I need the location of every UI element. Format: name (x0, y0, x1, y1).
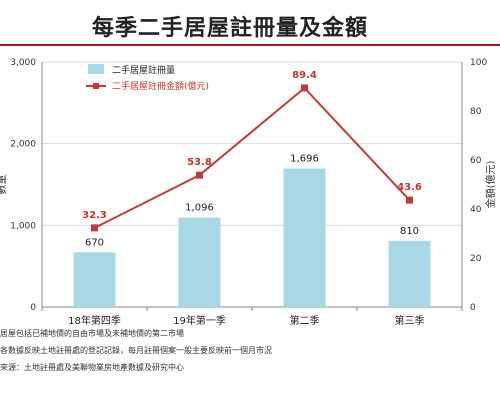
line-marker (196, 171, 203, 179)
bar (178, 217, 221, 307)
line-value-label: 89.4 (292, 70, 317, 81)
bar-value-label: 1,096 (185, 202, 214, 213)
y-right-tick-label: 0 (470, 303, 476, 313)
line-value-label: 32.3 (82, 210, 107, 221)
y-right-tick-label: 20 (470, 254, 482, 264)
line-series (94, 86, 411, 229)
y-left-tick-label: 2,000 (10, 140, 36, 150)
x-tick-label: 第三季 (395, 314, 425, 327)
x-tick-label: 第二季 (290, 314, 320, 327)
y-right-tick-label: 80 (470, 107, 482, 117)
footnote-source: 來源：土地註冊處及美聯物業房地產數據及研究中心 (0, 363, 184, 372)
y-left-tick-label: 3,000 (10, 58, 36, 68)
bar-value-label: 1,696 (290, 153, 319, 164)
line-value-label: 43.6 (397, 182, 422, 193)
x-tick-label: 18年第四季 (68, 314, 121, 327)
y-left-tick-label: 1,000 (10, 221, 36, 231)
bar (73, 252, 116, 307)
footnote-1: 居屋包括已補地價的自由市場及未補地價的第二市場 (0, 329, 184, 338)
legend-swatch-bar (88, 64, 104, 74)
y-right-axis-title: 金額(億元) (484, 161, 497, 209)
y-left-axis-title: 數量 (0, 175, 8, 195)
line-marker (301, 84, 308, 92)
title-divider (0, 44, 500, 46)
x-tick-label: 19年第一季 (173, 314, 226, 327)
bar (283, 168, 326, 307)
bar (388, 240, 431, 307)
legend-label-line: 二手居屋註冊金額(億元) (112, 80, 209, 92)
line-value-label: 53.8 (187, 157, 212, 168)
bar-value-label: 810 (400, 226, 419, 237)
y-right-tick-label: 60 (470, 156, 482, 166)
bar-value-label: 670 (85, 237, 104, 248)
chart-title: 每季二手居屋註冊量及金額 (92, 16, 369, 41)
y-right-tick-label: 40 (470, 205, 482, 215)
y-left-tick-label: 0 (30, 303, 36, 313)
legend-marker-line (93, 83, 99, 89)
y-right-tick-label: 100 (470, 58, 487, 68)
footnote-2: 各數據反映土地註冊處的登記記錄，每月註冊個案一般主要反映前一個月市況 (0, 346, 272, 355)
line-marker (406, 196, 413, 204)
line-marker (91, 224, 98, 232)
legend-label-bar: 二手居屋註冊量 (112, 64, 175, 76)
